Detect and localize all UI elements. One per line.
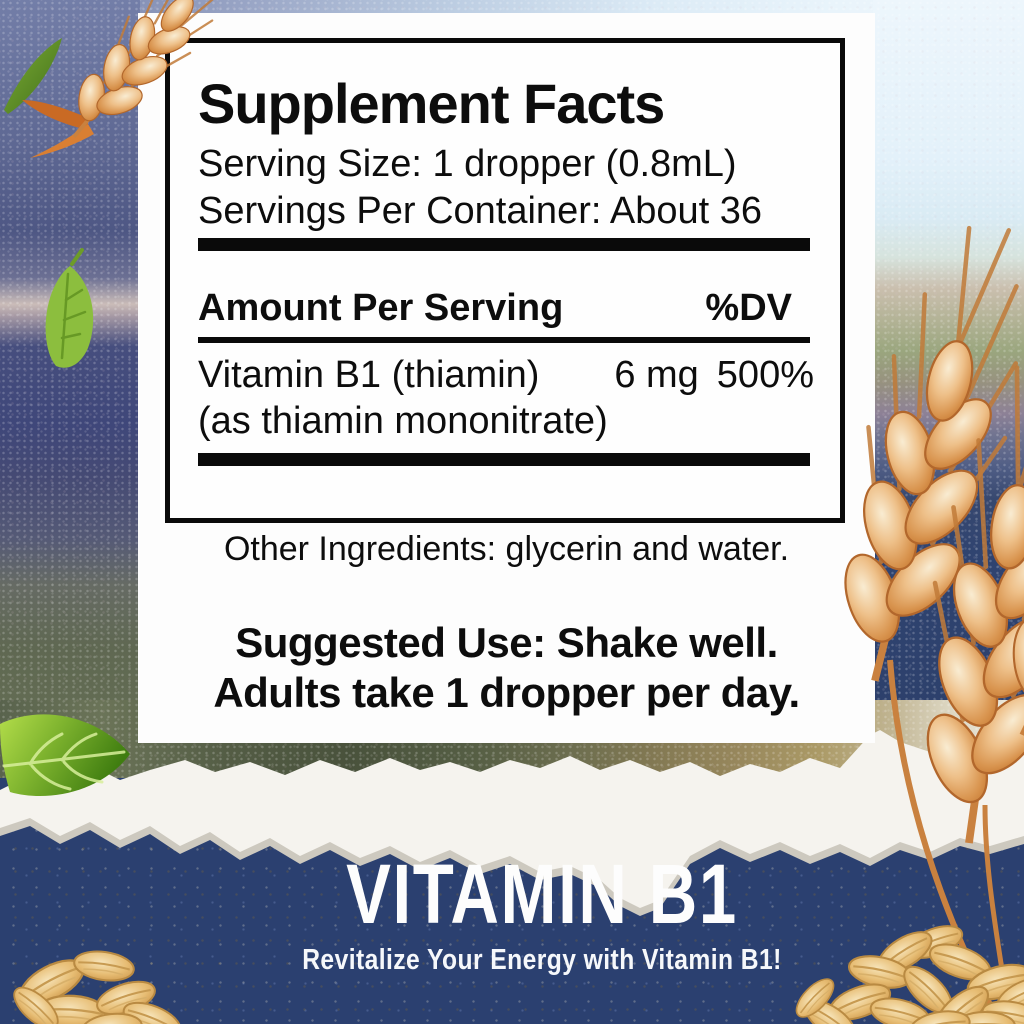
background-right-frost [873, 0, 1024, 780]
amount-per-serving-label: Amount Per Serving [198, 287, 564, 329]
supplement-label-panel: Supplement Facts Serving Size: 1 dropper… [138, 13, 875, 743]
other-ingredients-text: Other Ingredients: glycerin and water. [223, 530, 790, 568]
serving-size-text: Serving Size: 1 dropper (0.8mL) [198, 143, 737, 185]
supplement-facts-title: Supplement Facts [198, 72, 665, 135]
footer-background [0, 778, 1024, 1024]
medium-divider-rule [198, 337, 810, 343]
nutrient-source-note: (as thiamin mononitrate) [198, 400, 608, 442]
percent-dv-label: %DV [705, 287, 792, 329]
nutrient-row: Vitamin B1 (thiamin) 6 mg 500% [198, 354, 814, 398]
suggested-use-line1: Suggested Use: Shake well. [235, 619, 778, 666]
thick-divider-bar [198, 238, 810, 251]
nutrient-dv: 500% [716, 354, 814, 396]
nutrient-name: Vitamin B1 (thiamin) [198, 354, 540, 396]
suggested-use-line2: Adults take 1 dropper per day. [213, 669, 800, 716]
supplement-facts-box: Supplement Facts Serving Size: 1 dropper… [165, 38, 845, 523]
thick-divider-bar-bottom [198, 453, 810, 466]
amount-per-serving-row: Amount Per Serving %DV [198, 287, 792, 331]
background-left-frost [0, 0, 140, 770]
nutrient-amount: 6 mg [614, 354, 699, 396]
servings-per-container-text: Servings Per Container: About 36 [198, 190, 763, 232]
